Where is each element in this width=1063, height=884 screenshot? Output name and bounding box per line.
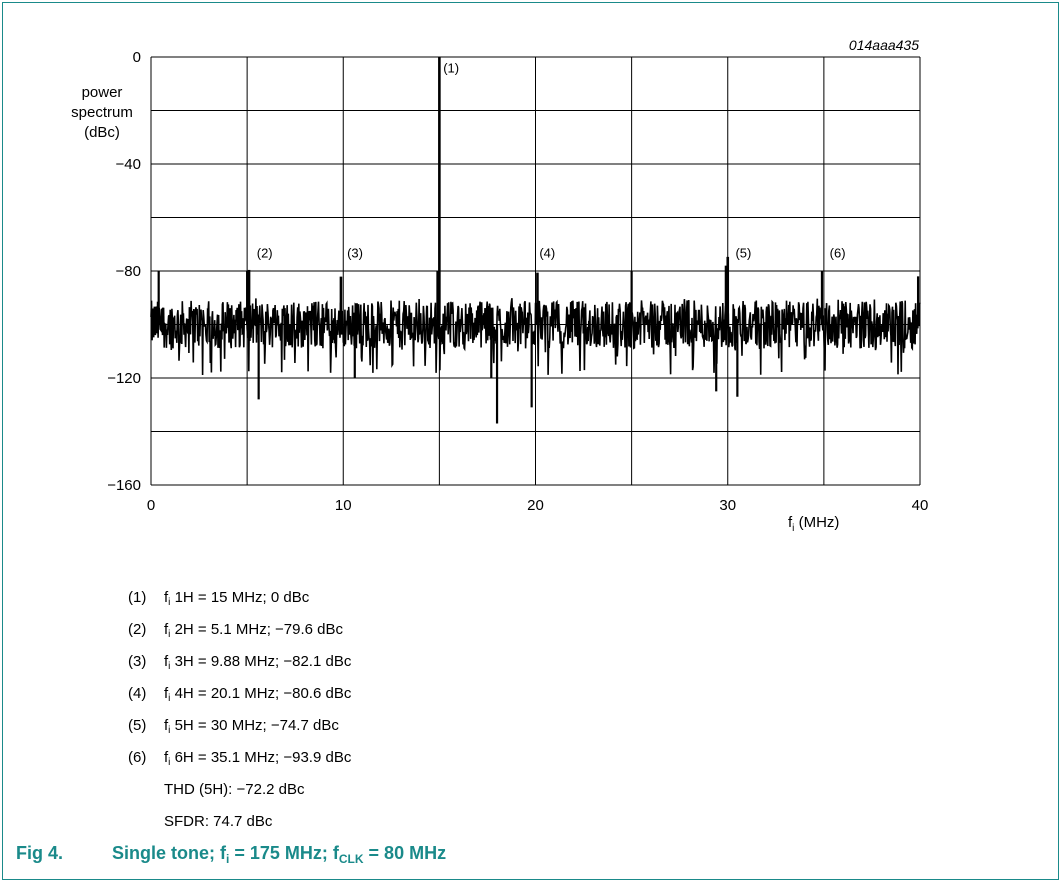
noise-trace bbox=[150, 298, 921, 376]
note-subscript: i bbox=[168, 693, 171, 704]
tick-labels: 0 10 20 30 40 0 −40 −80 −120 −160 bbox=[107, 49, 928, 514]
x-tick-label: 40 bbox=[912, 497, 929, 514]
note-symbol: f bbox=[164, 621, 169, 638]
y-axis-label-line-1: power bbox=[82, 84, 123, 101]
note-subscript: i bbox=[168, 725, 171, 736]
summary-note: SFDR: 74.7 dBc bbox=[164, 813, 273, 830]
x-axis-label-main: f bbox=[788, 514, 793, 531]
caption-sub-2: CLK bbox=[338, 852, 364, 866]
note-item: (4) fi 4H = 20.1 MHz; −80.6 dBc bbox=[128, 678, 351, 710]
caption-sub-1: i bbox=[226, 852, 230, 866]
y-tick-label: −160 bbox=[107, 477, 141, 494]
x-axis-label-unit: (MHz) bbox=[794, 514, 839, 531]
summary-note: THD (5H): −72.2 dBc bbox=[164, 781, 305, 798]
note-text: 1H = 15 MHz; 0 dBc bbox=[170, 589, 310, 606]
noise-floor-line bbox=[150, 298, 921, 376]
note-subscript: i bbox=[168, 661, 171, 672]
peak-label: (3) bbox=[347, 245, 363, 260]
note-text: 4H = 20.1 MHz; −80.6 dBc bbox=[170, 685, 352, 702]
caption-prefix: Single tone; f bbox=[112, 843, 226, 863]
x-tick-label: 20 bbox=[527, 497, 544, 514]
note-symbol: f bbox=[164, 589, 169, 606]
plot-grid bbox=[150, 56, 921, 486]
caption-mid: = 175 MHz; f bbox=[229, 843, 339, 863]
note-number: (3) bbox=[128, 653, 147, 670]
note-number: (1) bbox=[128, 589, 147, 606]
x-axis-label-sub: i bbox=[792, 523, 794, 534]
note-number: (2) bbox=[128, 621, 147, 638]
figure-number: Fig 4. bbox=[16, 843, 64, 863]
peak-label: (4) bbox=[539, 245, 555, 260]
caption-suffix: = 80 MHz bbox=[363, 843, 447, 863]
note-text: 5H = 30 MHz; −74.7 dBc bbox=[170, 717, 339, 734]
peak-label: (6) bbox=[830, 245, 846, 260]
peaks-layer: (1) (2) (3) (4) (5) (6) bbox=[247, 57, 846, 325]
x-tick-label: 10 bbox=[335, 497, 352, 514]
spurs-layer bbox=[157, 265, 920, 424]
note-number: (4) bbox=[128, 685, 147, 702]
note-symbol: f bbox=[164, 717, 169, 734]
y-tick-label: 0 bbox=[133, 49, 141, 66]
peak-label: (1) bbox=[443, 61, 459, 76]
figure-caption: Fig 4. Single tone; fi = 175 MHz; fCLK = … bbox=[16, 843, 446, 866]
note-item: (3) fi 3H = 9.88 MHz; −82.1 dBc bbox=[128, 646, 351, 678]
note-symbol: f bbox=[164, 653, 169, 670]
peak-label: (5) bbox=[735, 245, 751, 260]
peak-label: (2) bbox=[257, 245, 273, 260]
note-number: (5) bbox=[128, 717, 147, 734]
note-text: 3H = 9.88 MHz; −82.1 dBc bbox=[170, 653, 352, 670]
note-number: (6) bbox=[128, 749, 147, 766]
note-item: (5) fi 5H = 30 MHz; −74.7 dBc bbox=[128, 710, 351, 742]
note-text: 6H = 35.1 MHz; −93.9 dBc bbox=[170, 749, 352, 766]
note-symbol: f bbox=[164, 749, 169, 766]
x-tick-label: 0 bbox=[147, 497, 155, 514]
y-tick-label: −120 bbox=[107, 370, 141, 387]
notes-list: (1) fi 1H = 15 MHz; 0 dBc (2) fi 2H = 5.1 M… bbox=[128, 582, 351, 838]
note-item: (1) fi 1H = 15 MHz; 0 dBc bbox=[128, 582, 351, 614]
y-tick-label: −40 bbox=[116, 156, 141, 173]
note-subscript: i bbox=[168, 629, 171, 640]
y-tick-label: −80 bbox=[116, 263, 141, 280]
note-subscript: i bbox=[168, 757, 171, 768]
note-subscript: i bbox=[168, 597, 171, 608]
figure-id: 014aaa435 bbox=[849, 37, 919, 53]
note-text: 2H = 5.1 MHz; −79.6 dBc bbox=[170, 621, 343, 638]
note-item: (6) fi 6H = 35.1 MHz; −93.9 dBc bbox=[128, 742, 351, 774]
y-axis-label-line-3: (dBc) bbox=[84, 124, 120, 141]
note-item: (2) fi 2H = 5.1 MHz; −79.6 dBc bbox=[128, 614, 351, 646]
x-axis-label: fi (MHz) bbox=[788, 514, 839, 534]
x-tick-label: 30 bbox=[719, 497, 736, 514]
y-axis-label-line-2: spectrum bbox=[71, 104, 133, 121]
note-symbol: f bbox=[164, 685, 169, 702]
